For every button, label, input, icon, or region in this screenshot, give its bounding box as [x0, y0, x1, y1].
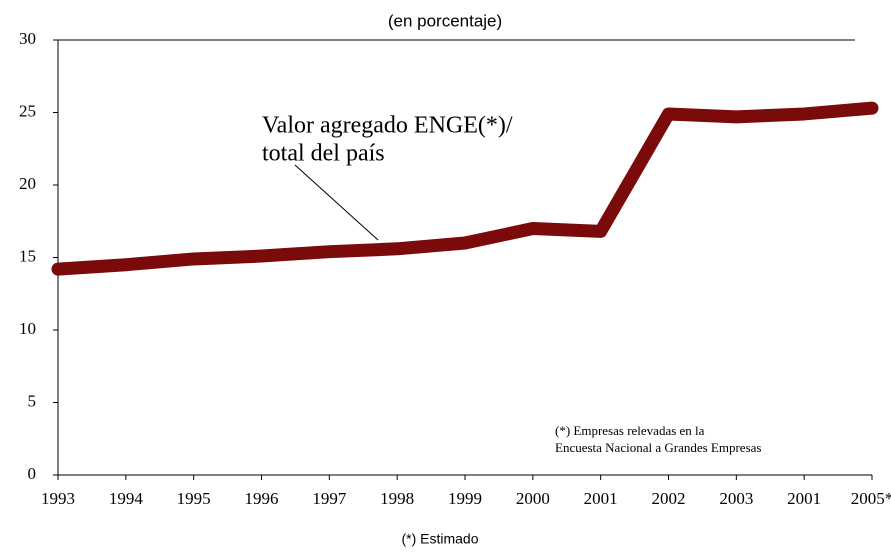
x-tick-label: 2003 [719, 489, 753, 508]
y-tick-label: 25 [19, 101, 36, 120]
annotation: Valor agregado ENGE(*)/ [262, 113, 513, 139]
x-tick-label: 1994 [109, 489, 144, 508]
leader-line [294, 164, 379, 241]
x-tick-label: 2001 [787, 489, 821, 508]
chart-subtitle: (en porcentaje) [388, 11, 502, 30]
x-tick-label: 2005* [851, 489, 891, 508]
y-tick-label: 15 [19, 246, 36, 265]
y-tick-label: 5 [28, 391, 37, 410]
y-tick-label: 0 [28, 464, 37, 483]
x-tick-label: 1993 [41, 489, 75, 508]
x-tick-label: 2001 [584, 489, 618, 508]
x-tick-label: 1995 [177, 489, 211, 508]
x-tick-label: 1997 [312, 489, 347, 508]
x-tick-label: 2000 [516, 489, 550, 508]
y-tick-label: 30 [19, 29, 36, 48]
note: (*) Empresas relevadas en la [555, 423, 705, 438]
y-tick-label: 10 [19, 319, 36, 338]
annotation: total del país [262, 141, 385, 167]
x-tick-label: 1999 [448, 489, 482, 508]
x-tick-label: 1996 [245, 489, 279, 508]
y-tick-label: 20 [19, 174, 36, 193]
x-tick-label: 2002 [652, 489, 686, 508]
series-line [51, 101, 879, 276]
x-tick-label: 1998 [380, 489, 414, 508]
footnote: (*) Estimado [401, 531, 478, 547]
note: Encuesta Nacional a Grandes Empresas [555, 440, 761, 455]
